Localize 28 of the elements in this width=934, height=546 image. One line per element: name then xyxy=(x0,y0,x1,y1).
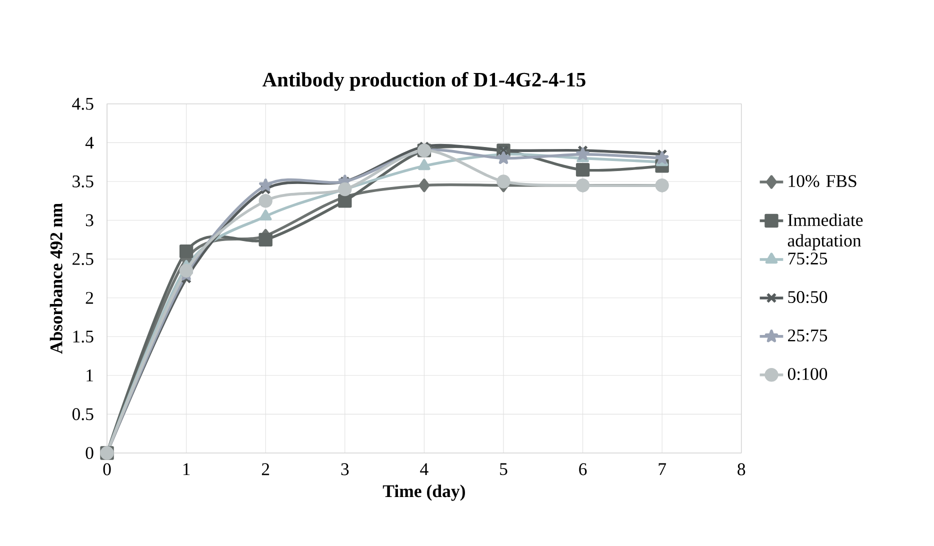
x-tick-label: 3 xyxy=(341,463,349,476)
y-tick-label: 1 xyxy=(86,370,93,382)
x-tick-label: 2 xyxy=(262,463,270,476)
y-tick-label: 2.5 xyxy=(72,253,94,266)
y-tick-label: 0.5 xyxy=(72,408,94,420)
x-tick-label: 1 xyxy=(183,463,190,476)
y-axis-title: Absorbance 492 nm xyxy=(50,203,62,354)
y-tick-label: 1.5 xyxy=(73,330,94,343)
x-tick-label: 5 xyxy=(500,463,508,476)
legend-label: Immediate adaptation xyxy=(788,214,863,250)
legend-label: 75:25 xyxy=(788,252,828,265)
x-axis-title: Time (day) xyxy=(382,484,465,501)
y-tick-label: 3 xyxy=(86,214,94,226)
x-tick-label: 6 xyxy=(579,463,587,476)
legend-label: 25:75 xyxy=(788,330,828,342)
chart-title: Antibody production of D1-4G2-4-15 xyxy=(262,72,586,91)
y-tick-label: 0 xyxy=(86,446,94,459)
y-tick-label: 4.5 xyxy=(72,98,94,110)
x-tick-label: 4 xyxy=(420,463,428,475)
legend-label: 50:50 xyxy=(788,291,828,304)
y-tick-label: 3.5 xyxy=(72,175,94,188)
x-tick-label: 0 xyxy=(103,463,111,476)
legend-label: 0:100 xyxy=(788,368,828,380)
y-tick-label: 2 xyxy=(86,292,94,304)
x-tick-label: 7 xyxy=(658,463,666,475)
y-tick-label: 4 xyxy=(85,136,94,149)
x-tick-label: 8 xyxy=(738,463,746,476)
legend-label: 10% FBS xyxy=(788,175,856,188)
